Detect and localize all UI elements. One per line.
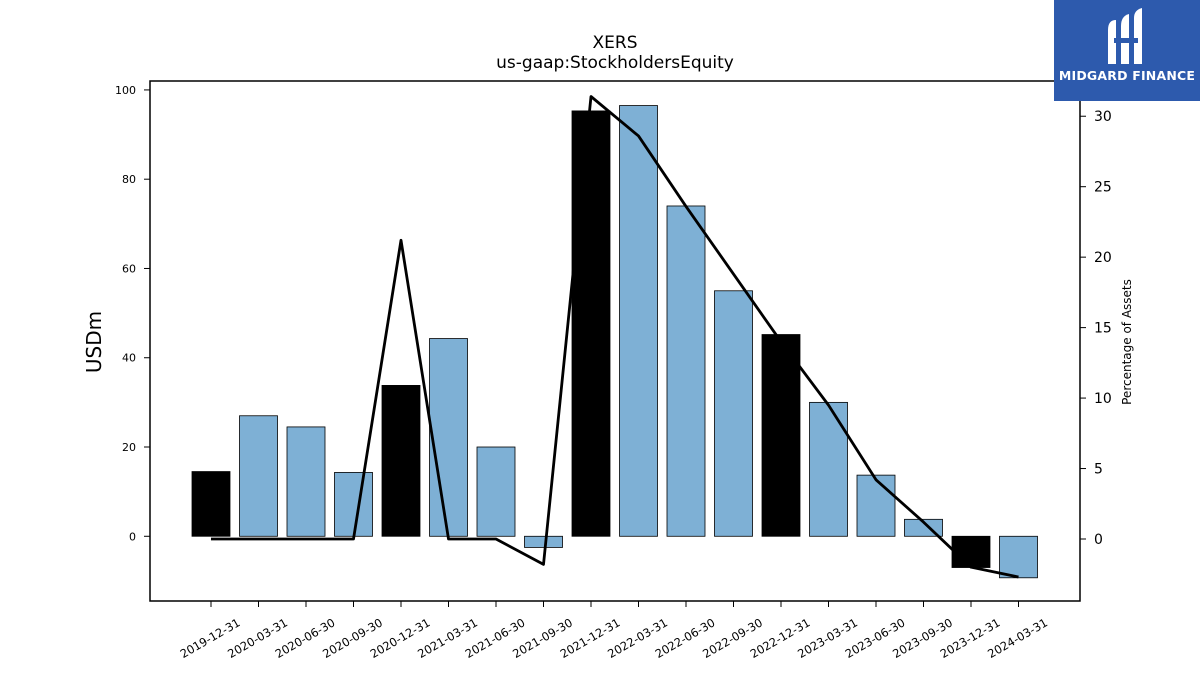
y-axis-label: USDm xyxy=(82,311,106,373)
bar xyxy=(191,471,231,537)
bar xyxy=(714,290,753,537)
bar xyxy=(476,446,516,537)
brand-logo: MIDGARD FINANCE xyxy=(1054,0,1200,101)
bar xyxy=(571,110,611,537)
y2-tick-label: 30 xyxy=(1094,109,1112,125)
bar xyxy=(286,426,326,537)
bar xyxy=(239,415,278,537)
y2-tick-label: 5 xyxy=(1094,462,1103,478)
bar xyxy=(951,535,991,568)
bar xyxy=(999,535,1038,579)
bar xyxy=(666,205,706,537)
y-tick-label: 0 xyxy=(129,530,136,543)
y2-tick-label: 20 xyxy=(1094,250,1112,266)
bar xyxy=(619,105,658,537)
bar xyxy=(429,338,468,537)
y-tick-label: 20 xyxy=(122,441,136,454)
bar xyxy=(809,401,848,537)
chart-subtitle: us-gaap:StockholdersEquity xyxy=(496,53,734,73)
logo-mark-icon xyxy=(1108,8,1142,64)
y-tick-label: 100 xyxy=(115,84,136,97)
plot-area: 0204060801000510152025302019-12-312020-0… xyxy=(115,80,1112,661)
logo-text: MIDGARD FINANCE xyxy=(1058,68,1196,83)
y-tick-label: 40 xyxy=(122,352,136,365)
bar xyxy=(524,535,563,548)
line-series xyxy=(211,95,1019,579)
y-tick-label: 60 xyxy=(122,262,136,275)
y2-tick-label: 10 xyxy=(1094,391,1112,407)
y2-tick-label: 25 xyxy=(1094,180,1112,196)
chart-title: XERS xyxy=(593,33,638,53)
plot-frame xyxy=(149,80,1081,602)
bar xyxy=(381,385,421,537)
bar xyxy=(856,474,896,537)
y2-tick-label: 0 xyxy=(1094,532,1103,548)
bar xyxy=(761,334,801,537)
y-tick-label: 80 xyxy=(122,173,136,186)
y2-tick-label: 15 xyxy=(1094,321,1112,337)
y2-axis-label: Percentage of Assets xyxy=(1120,279,1134,405)
bar xyxy=(334,472,373,537)
